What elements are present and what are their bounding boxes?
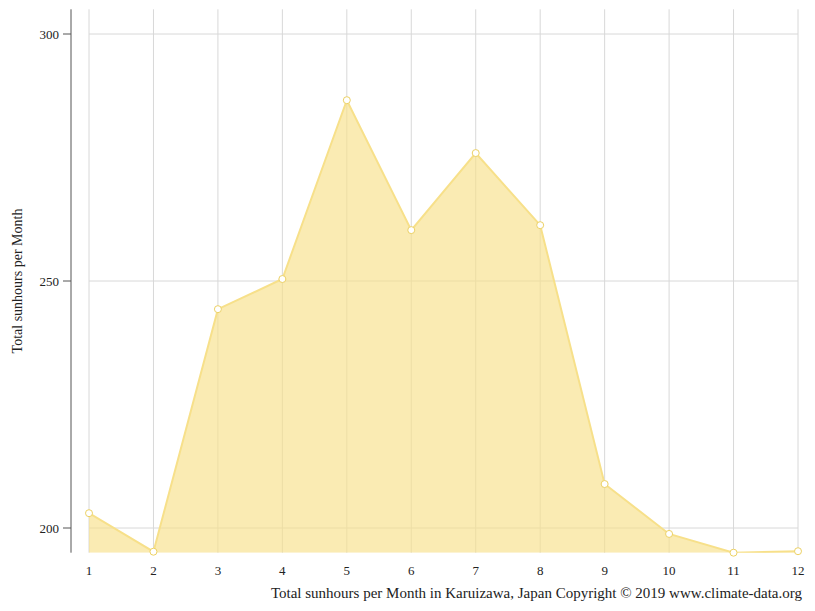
data-point [601, 481, 608, 488]
data-point [730, 549, 737, 556]
y-tick-label: 300 [40, 27, 60, 42]
x-tick-label: 4 [279, 563, 286, 578]
y-tick [63, 34, 71, 35]
y-grid-line [89, 34, 798, 35]
y-tick-label: 250 [40, 274, 60, 289]
markers [86, 97, 802, 557]
title: Total sunhours per Month in Karuizawa, J… [271, 585, 803, 601]
data-point [214, 306, 221, 313]
x-tick-label: 2 [150, 563, 157, 578]
data-point [343, 97, 350, 104]
x-tick-label: 9 [601, 563, 608, 578]
y-tick [63, 281, 71, 282]
x-tick-label: 5 [344, 563, 351, 578]
x-tick-label: 3 [215, 563, 222, 578]
chart: 200250300123456789101112Total sunhours p… [0, 0, 815, 611]
data-point [86, 510, 93, 517]
x-tick-label: 11 [727, 563, 740, 578]
y-tick-label: 200 [40, 521, 60, 536]
data-point [150, 548, 157, 555]
data-point [279, 276, 286, 283]
x-tick-label: 10 [663, 563, 676, 578]
data-point [537, 222, 544, 229]
area-fill [89, 100, 798, 553]
x-tick-label: 8 [537, 563, 544, 578]
y-tick [63, 528, 71, 529]
data-point [795, 548, 802, 555]
data-point [408, 227, 415, 234]
data-point [666, 530, 673, 537]
x-tick-label: 7 [472, 563, 479, 578]
x-tick-label: 6 [408, 563, 415, 578]
y-axis-label: Total sunhours per Month [10, 209, 25, 354]
x-tick-label: 12 [792, 563, 805, 578]
x-tick-label: 1 [86, 563, 93, 578]
plot-area [89, 100, 798, 553]
area-line [89, 100, 798, 553]
data-point [472, 150, 479, 157]
